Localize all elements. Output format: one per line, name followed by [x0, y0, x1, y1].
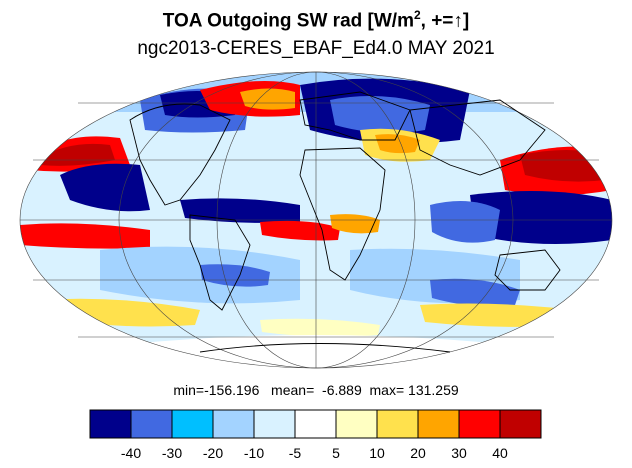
- up-arrow-icon: ↑: [453, 10, 463, 32]
- field-patch: [430, 201, 500, 243]
- colorbar-tick-label: 5: [332, 445, 340, 461]
- mean-label: mean=: [271, 382, 315, 398]
- mean-value: -6.889: [322, 382, 362, 398]
- south-america-outline: [189, 214, 251, 311]
- field-patch: [470, 191, 612, 244]
- colorbar-swatch: [294, 409, 337, 439]
- colorbar-swatch: [376, 409, 419, 439]
- field-patch: [260, 318, 380, 337]
- max-label: max=: [369, 382, 405, 398]
- colorbar-swatch: [499, 409, 542, 439]
- colorbar-swatch: [253, 409, 296, 439]
- colorbar-tick-label: 20: [410, 445, 426, 461]
- colorbar-tick-label: -10: [243, 445, 265, 461]
- field-patch: [330, 214, 380, 234]
- colorbar-tick-label: 40: [492, 445, 508, 461]
- colorbar-swatch: [89, 409, 132, 439]
- field-patch: [240, 88, 295, 110]
- colorbar-tick-label: -40: [120, 445, 142, 461]
- title-text-post: , +=: [420, 10, 454, 32]
- statistics-line: min=-156.196 mean= -6.889 max= 131.259: [0, 382, 632, 398]
- map-title: TOA Outgoing SW rad [W/m2, +=↑]: [0, 8, 632, 32]
- field-patch: [200, 264, 270, 287]
- min-label: min=: [173, 382, 205, 398]
- colorbar-swatch: [335, 409, 378, 439]
- colorbar-tick-label: -20: [202, 445, 224, 461]
- colorbar-swatch: [417, 409, 460, 439]
- field-patch: [20, 223, 150, 249]
- africa-outline: [299, 147, 386, 281]
- min-value: -156.196: [204, 382, 260, 398]
- graticule: [19, 71, 613, 369]
- colorbar-tick-label: 30: [451, 445, 467, 461]
- title-text: TOA Outgoing SW rad [W/m: [162, 10, 414, 32]
- title-close: ]: [462, 10, 470, 32]
- colorbar-tick-label: -30: [161, 445, 183, 461]
- colorbar-swatch: [458, 409, 501, 439]
- field-patch: [520, 150, 605, 182]
- asia-outline: [409, 99, 546, 176]
- antarctica-outline: [199, 343, 451, 353]
- north-america-outline: [129, 103, 231, 206]
- field-patch: [430, 278, 520, 307]
- colorbar-swatch: [171, 409, 214, 439]
- colorbar-swatch: [212, 409, 255, 439]
- field-patch: [180, 198, 300, 223]
- field-patch: [60, 163, 150, 212]
- field-patch: [40, 143, 115, 166]
- field-patch: [330, 96, 430, 134]
- title-superscript: 2: [413, 8, 421, 22]
- colorbar-tick-label: 10: [369, 445, 385, 461]
- colorbar-swatch: [130, 409, 173, 439]
- field-patch: [100, 246, 300, 304]
- field-patch: [375, 134, 420, 154]
- europe-outline: [299, 91, 411, 141]
- map-subtitle: ngc2013-CERES_EBAF_Ed4.0 MAY 2021: [137, 38, 495, 59]
- colorbar-tick-label: -5: [288, 445, 302, 461]
- australia-outline: [494, 249, 561, 291]
- coastlines: [129, 91, 561, 353]
- max-value: 131.259: [408, 382, 459, 398]
